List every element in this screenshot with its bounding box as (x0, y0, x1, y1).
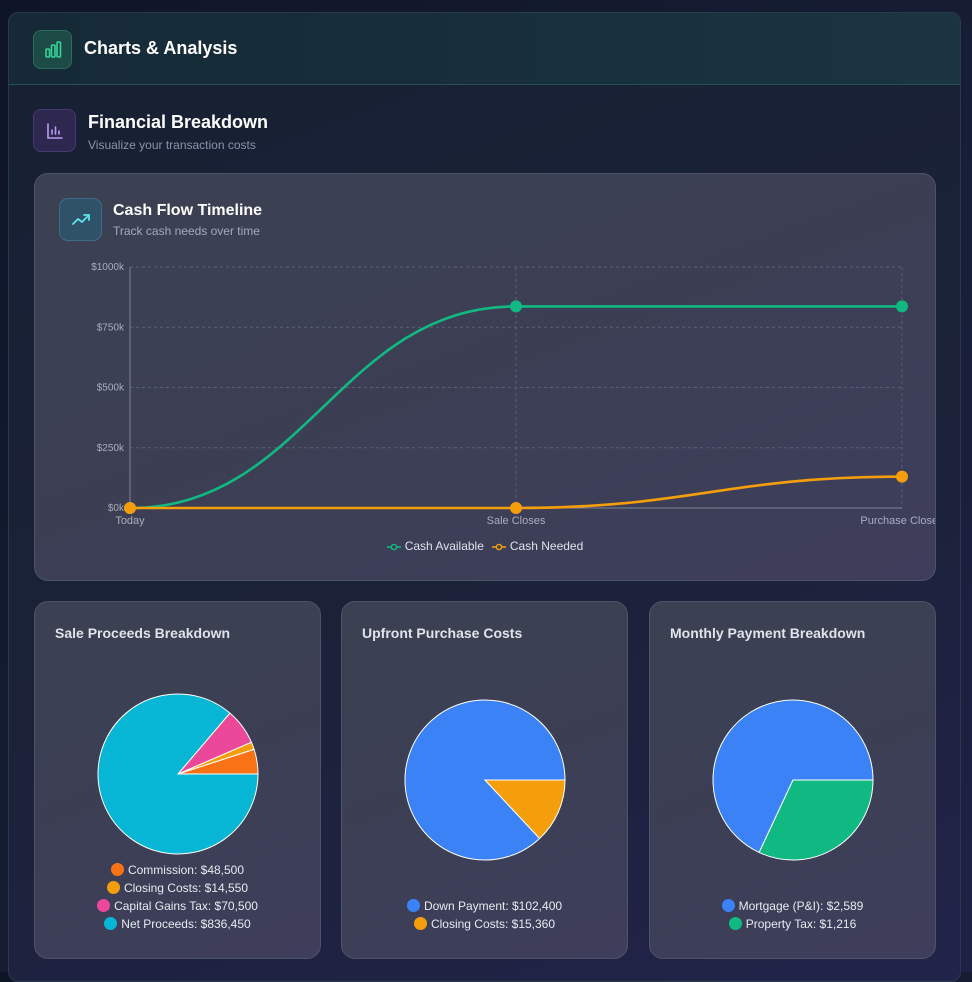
x-tick-label: Today (115, 515, 145, 527)
legend-label: Capital Gains Tax: $70,500 (114, 899, 258, 913)
sale-proceeds-pie (97, 693, 259, 855)
sale-proceeds-card: Sale Proceeds Breakdown Commission: $48,… (34, 601, 321, 959)
timeline-title: Cash Flow Timeline (113, 202, 263, 219)
legend-label: Closing Costs: $14,550 (123, 881, 249, 895)
legend-label: Commission: $48,500 (127, 863, 245, 877)
legend-item[interactable]: Commission: $48,500 (35, 861, 320, 879)
legend-dot (406, 899, 420, 912)
upfront-costs-title: Upfront Purchase Costs (362, 625, 523, 641)
data-point[interactable] (896, 470, 908, 483)
legend-marker (491, 543, 506, 551)
legend-marker (386, 543, 401, 551)
legend-label: Mortgage (P&I): $2,589 (738, 899, 864, 913)
legend-label: Down Payment: $102,400 (423, 899, 563, 913)
trending-up-icon (59, 198, 102, 241)
panel-header: Charts & Analysis (9, 13, 960, 85)
y-tick-label: $1000k (91, 262, 125, 273)
cash-flow-line-chart: $0k $250k $500k $750k $1000k Today Sale Closes… (91, 262, 935, 527)
legend-item[interactable]: Property Tax: $1,216 (650, 915, 935, 933)
legend-dot (721, 899, 735, 912)
legend-dot (728, 917, 742, 930)
timeline-legend: Cash Available Cash Needed (35, 539, 935, 553)
y-tick-label: $500k (97, 383, 125, 394)
legend-label: Cash Needed (509, 539, 584, 553)
monthly-payment-title: Monthly Payment Breakdown (670, 625, 866, 641)
legend-item[interactable]: Closing Costs: $14,550 (35, 879, 320, 897)
legend-item[interactable]: Mortgage (P&I): $2,589 (650, 897, 935, 915)
legend-item[interactable]: Cash Available (386, 539, 484, 553)
legend-label: Net Proceeds: $836,450 (121, 917, 251, 931)
legend-item[interactable]: Closing Costs: $15,360 (342, 915, 627, 933)
analytics-icon (33, 109, 76, 152)
section-title: Financial Breakdown (88, 112, 269, 132)
x-tick-label: Sale Closes (487, 515, 546, 527)
series-line-cash-available (129, 305, 902, 510)
legend-dot (413, 917, 427, 930)
pie-slice-net-proceeds[interactable] (97, 693, 259, 855)
data-point[interactable] (124, 502, 136, 514)
sale-proceeds-legend: Commission: $48,500 Closing Costs: $14,55… (35, 861, 320, 933)
legend-dot (106, 881, 120, 894)
cash-flow-timeline-card: Cash Flow Timeline Track cash needs over… (34, 173, 936, 581)
charts-panel: Charts & Analysis Financial Breakdown Vi… (8, 12, 961, 982)
monthly-payment-card: Monthly Payment Breakdown Mortgage (P&I)… (649, 601, 936, 959)
upfront-costs-card: Upfront Purchase Costs Down Payment: $10… (341, 601, 628, 959)
x-tick-label: Purchase Closes (860, 515, 935, 527)
legend-item[interactable]: Capital Gains Tax: $70,500 (35, 897, 320, 915)
legend-label: Closing Costs: $15,360 (430, 917, 556, 931)
legend-label: Cash Available (404, 539, 484, 553)
bar-chart-icon (33, 30, 72, 69)
monthly-payment-pie (712, 699, 874, 861)
legend-item[interactable]: Down Payment: $102,400 (342, 897, 627, 915)
legend-dot (97, 899, 111, 912)
pie-slice-mortgage-p-i-[interactable] (712, 699, 874, 854)
section-subtitle: Visualize your transaction costs (88, 138, 256, 152)
legend-dot (110, 863, 124, 876)
upfront-costs-pie (404, 699, 566, 861)
panel-title: Charts & Analysis (84, 38, 238, 58)
legend-label: Property Tax: $1,216 (745, 917, 857, 931)
legend-item[interactable]: Cash Needed (491, 539, 584, 553)
y-tick-label: $250k (97, 443, 125, 454)
timeline-subtitle: Track cash needs over time (113, 224, 260, 238)
y-tick-label: $750k (97, 322, 125, 333)
monthly-payment-legend: Mortgage (P&I): $2,589 Property Tax: $1,2… (650, 897, 935, 933)
pie-slice-property-tax[interactable] (758, 779, 874, 861)
legend-dot (104, 917, 118, 930)
sale-proceeds-title: Sale Proceeds Breakdown (55, 625, 231, 641)
y-tick-label: $0k (108, 503, 125, 514)
data-point[interactable] (510, 300, 522, 313)
pie-slice-closing-costs[interactable] (483, 779, 566, 840)
upfront-costs-legend: Down Payment: $102,400 Closing Costs: $15… (342, 897, 627, 933)
legend-item[interactable]: Net Proceeds: $836,450 (35, 915, 320, 933)
data-point[interactable] (896, 300, 908, 313)
data-point[interactable] (510, 502, 522, 514)
